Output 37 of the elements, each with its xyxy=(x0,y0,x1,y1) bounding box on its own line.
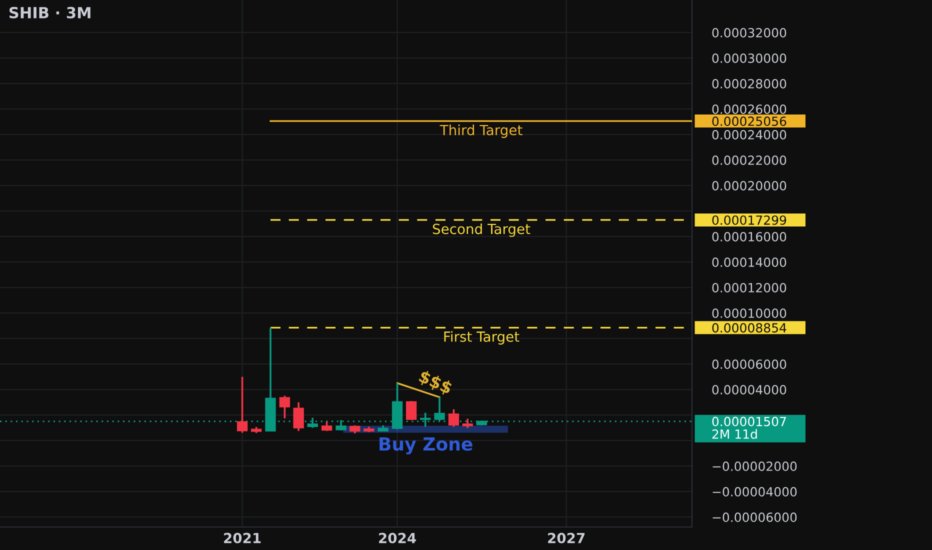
y-tick-label: 0.00020000 xyxy=(712,181,786,190)
candlestick xyxy=(236,376,248,434)
y-tick-label: 0.00014000 xyxy=(712,258,786,267)
candlestick xyxy=(462,418,473,429)
y-tick-label: 0.00024000 xyxy=(712,130,786,140)
candlestick xyxy=(279,394,290,420)
ref-line-label: 2M 11d xyxy=(712,429,757,439)
y-tick-label: 0.00017299 xyxy=(712,215,786,225)
ref-line-label: Second Target xyxy=(432,223,530,237)
chart-title: SHIB · 3M xyxy=(9,6,90,18)
y-tick-label: 0.00001507 xyxy=(712,416,786,426)
y-tick-label: 0.00022000 xyxy=(712,155,786,165)
y-tick-label: 0.00016000 xyxy=(712,232,786,242)
band-label: Buy Zone xyxy=(380,437,472,454)
y-tick-label: 0.00006000 xyxy=(712,360,786,369)
x-tick-label: 2027 xyxy=(548,532,585,544)
candlestick xyxy=(406,400,417,421)
annotation: $$$ xyxy=(418,369,454,396)
y-tick-label: 0.00004000 xyxy=(712,385,786,394)
y-tick-label: 0.00008854 xyxy=(712,323,786,333)
y-tick-label: −0.00004000 xyxy=(712,487,797,496)
x-tick-label: 2024 xyxy=(379,532,416,544)
y-tick-label: 0.00030000 xyxy=(712,53,786,63)
x-tick-label: 2021 xyxy=(224,532,261,544)
y-tick-label: −0.00002000 xyxy=(712,462,797,471)
y-tick-label: 0.00028000 xyxy=(712,78,786,88)
y-tick-label: 0.00025056 xyxy=(712,116,786,126)
y-tick-label: 0.00012000 xyxy=(712,283,786,292)
ref-line-label: First Target xyxy=(444,331,520,345)
candlestick xyxy=(293,401,304,432)
y-tick-label: −0.00006000 xyxy=(712,512,797,522)
y-tick-label: 0.00026000 xyxy=(712,104,786,114)
candlestick xyxy=(448,408,460,428)
candlestick xyxy=(321,420,332,432)
y-tick-label: 0.00010000 xyxy=(712,308,786,318)
ref-line-label: Third Target xyxy=(440,124,522,138)
y-tick-label: 0.00032000 xyxy=(712,28,786,38)
